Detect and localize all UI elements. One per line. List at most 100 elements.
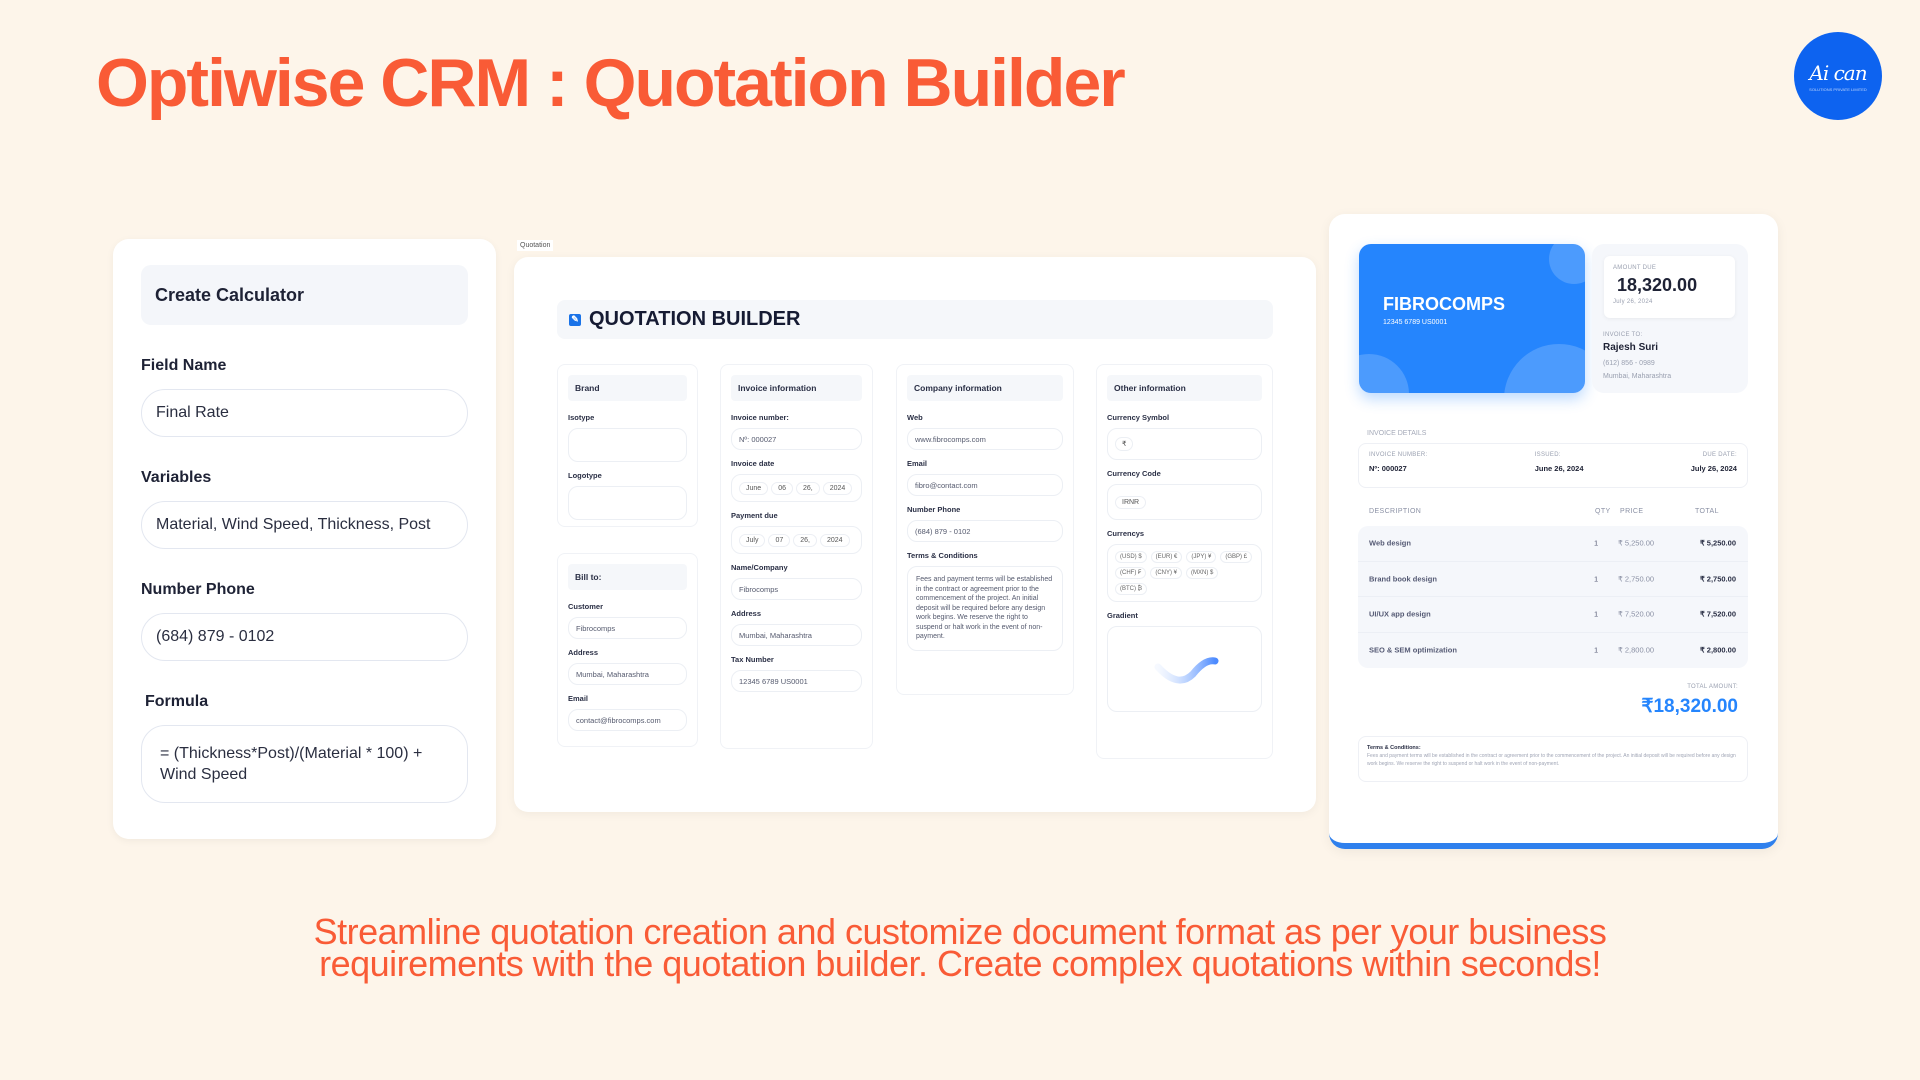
invoice-date-label: Invoice date xyxy=(731,459,775,468)
date-year[interactable]: 2024 xyxy=(822,481,853,495)
item-price: ₹ 7,520.00 xyxy=(1618,609,1655,619)
terms-label: Terms & Conditions xyxy=(907,551,978,560)
invoice-date-picker[interactable]: June 06 26, 2024 xyxy=(731,474,862,502)
address-input[interactable]: Mumbai, Maharashtra xyxy=(568,663,687,685)
amount-due-value: 18,320.00 xyxy=(1617,275,1698,295)
tax-number-label: Tax Number xyxy=(731,655,774,664)
invoice-terms-text: Fees and payment terms will be establish… xyxy=(1367,753,1736,767)
logo-subtext: SOLUTIONS PRIVATE LIMITED xyxy=(1809,86,1867,92)
customer-label: Customer xyxy=(568,602,604,611)
terms-textarea[interactable]: Fees and payment terms will be establish… xyxy=(907,566,1063,651)
currency-symbol-input[interactable]: ₹ xyxy=(1107,428,1262,460)
item-qty: 1 xyxy=(1594,645,1599,655)
formula-input[interactable]: = (Thickness*Post)/(Material * 100) + Wi… xyxy=(141,725,468,803)
total-amount-label: TOTAL AMOUNT: xyxy=(1687,684,1738,690)
currency-chf[interactable]: (CHF) ₣ xyxy=(1115,567,1147,579)
field-name-input[interactable]: Final Rate xyxy=(141,389,468,437)
gradient-swoosh-icon xyxy=(1154,657,1219,684)
due-month-num[interactable]: 07 xyxy=(768,533,791,547)
quotation-title: QUOTATION BUILDER xyxy=(589,308,801,330)
client-address: Mumbai, Maharashtra xyxy=(1603,373,1672,380)
invoice-preview-card: FIBROCOMPS 12345 6789 US0001 AMOUNT DUE … xyxy=(1329,214,1778,849)
currency-code-chip[interactable]: IRNR xyxy=(1115,495,1147,509)
col-qty: QTY xyxy=(1595,508,1611,515)
variables-input[interactable]: Material, Wind Speed, Thickness, Post xyxy=(141,501,468,549)
item-total: ₹ 7,520.00 xyxy=(1699,609,1736,619)
invoice-information-section: Invoice information Invoice number: Nº: … xyxy=(720,364,873,749)
other-info-header: Other information xyxy=(1107,375,1262,401)
invoice-to: INVOICE TO: Rajesh Suri (612) 856 - 0989… xyxy=(1603,332,1671,383)
date-month[interactable]: June xyxy=(739,481,769,495)
name-company-input[interactable]: Fibrocomps xyxy=(731,578,862,600)
currency-cny[interactable]: (CNY) ¥ xyxy=(1150,567,1183,579)
logotype-upload[interactable] xyxy=(568,486,687,520)
quotation-header: ✎ QUOTATION BUILDER xyxy=(557,300,1273,339)
currencies-list: (USD) $ (EUR) € (JPY) ¥ (GBP) £ (CHF) ₣ … xyxy=(1107,544,1262,602)
company-address-input[interactable]: Mumbai, Maharashtra xyxy=(731,624,862,646)
currency-symbol-chip[interactable]: ₹ xyxy=(1115,437,1134,451)
create-calculator-card: Create Calculator Field Name Final Rate … xyxy=(113,239,496,839)
email-input[interactable]: contact@fibrocomps.com xyxy=(568,709,687,731)
isotype-upload[interactable] xyxy=(568,428,687,462)
invoice-details-label: INVOICE DETAILS xyxy=(1367,430,1427,437)
table-row: UI/UX app design 1 ₹ 7,520.00 ₹ 7,520.00 xyxy=(1358,597,1748,633)
company-name: FIBROCOMPS xyxy=(1383,294,1506,314)
item-description: SEO & SEM optimization xyxy=(1369,645,1457,655)
date-day[interactable]: 26, xyxy=(795,481,820,495)
page-title: Optiwise CRM : Quotation Builder xyxy=(96,45,1126,121)
table-row: Brand book design 1 ₹ 2,750.00 ₹ 2,750.00 xyxy=(1358,562,1748,597)
brand-section: Brand Isotype Logotype xyxy=(557,364,698,527)
date-month-num[interactable]: 06 xyxy=(771,481,793,495)
due-day[interactable]: 26, xyxy=(793,533,817,547)
item-qty: 1 xyxy=(1594,609,1599,619)
company-phone-input[interactable]: (684) 879 - 0102 xyxy=(907,520,1063,542)
currency-gbp[interactable]: (GBP) £ xyxy=(1220,551,1253,563)
payment-due-picker[interactable]: July 07 26, 2024 xyxy=(731,526,862,554)
due-date-label: DUE DATE: xyxy=(1702,452,1737,458)
item-description: Web design xyxy=(1369,538,1411,548)
item-total: ₹ 2,800.00 xyxy=(1699,645,1736,655)
issued-value: June 26, 2024 xyxy=(1534,464,1584,473)
currency-btc[interactable]: (BTC) ₿ xyxy=(1115,583,1148,595)
due-month[interactable]: July xyxy=(739,533,766,547)
payment-due-label: Payment due xyxy=(731,511,778,520)
currency-usd[interactable]: (USD) $ xyxy=(1115,551,1147,563)
formula-label: Formula xyxy=(145,693,209,710)
isotype-label: Isotype xyxy=(568,413,595,422)
currencies-label: Currencys xyxy=(1107,529,1145,538)
quotation-tab[interactable]: Quotation xyxy=(517,240,554,251)
company-email-input[interactable]: fibro@contact.com xyxy=(907,474,1063,496)
col-price: PRICE xyxy=(1620,508,1644,515)
invoice-number-label: Invoice number: xyxy=(731,413,789,422)
client-name: Rajesh Suri xyxy=(1603,342,1659,353)
currency-mxn[interactable]: (MXN) $ xyxy=(1186,567,1219,579)
web-input[interactable]: www.fibrocomps.com xyxy=(907,428,1063,450)
bill-to-section: Bill to: Customer Fibrocomps Address Mum… xyxy=(557,553,698,747)
invoice-number-input[interactable]: Nº: 000027 xyxy=(731,428,862,450)
due-year[interactable]: 2024 xyxy=(819,533,850,547)
number-phone-label: Number Phone xyxy=(141,581,255,598)
invoice-number-value: Nº: 000027 xyxy=(1369,464,1407,473)
currency-eur[interactable]: (EUR) € xyxy=(1150,551,1183,563)
col-description: DESCRIPTION xyxy=(1369,508,1422,515)
tagline-line-2: requirements with the quotation builder.… xyxy=(319,943,1601,984)
bill-to-header: Bill to: xyxy=(568,564,687,590)
calculator-header: Create Calculator xyxy=(141,265,468,325)
item-price: ₹ 2,750.00 xyxy=(1618,574,1655,584)
invoice-details-box: INVOICE NUMBER: Nº: 000027 ISSUED: June 26… xyxy=(1358,443,1748,488)
customer-input[interactable]: Fibrocomps xyxy=(568,617,687,639)
number-phone-input[interactable]: (684) 879 - 0102 xyxy=(141,613,468,661)
company-tax-id: 12345 6789 US0001 xyxy=(1383,319,1448,326)
col-total: TOTAL xyxy=(1695,508,1719,515)
table-row: Web design 1 ₹ 5,250.00 ₹ 5,250.00 xyxy=(1358,526,1748,562)
quotation-builder-panel: ✎ QUOTATION BUILDER Brand Isotype Logotyp… xyxy=(514,257,1316,812)
currency-jpy[interactable]: (JPY) ¥ xyxy=(1186,551,1217,563)
invoice-terms: Terms & Conditions: Fees and payment term… xyxy=(1358,736,1748,782)
currency-code-input[interactable]: IRNR xyxy=(1107,484,1262,520)
company-info-header: Company information xyxy=(907,375,1063,401)
item-price: ₹ 2,800.00 xyxy=(1618,645,1655,655)
table-row: SEO & SEM optimization 1 ₹ 2,800.00 ₹ 2,800… xyxy=(1358,633,1748,669)
amount-due-box: AMOUNT DUE 18,320.00 July 26, 2024 xyxy=(1604,256,1735,318)
gradient-picker[interactable] xyxy=(1107,626,1262,712)
tax-number-input[interactable]: 12345 6789 US0001 xyxy=(731,670,862,692)
